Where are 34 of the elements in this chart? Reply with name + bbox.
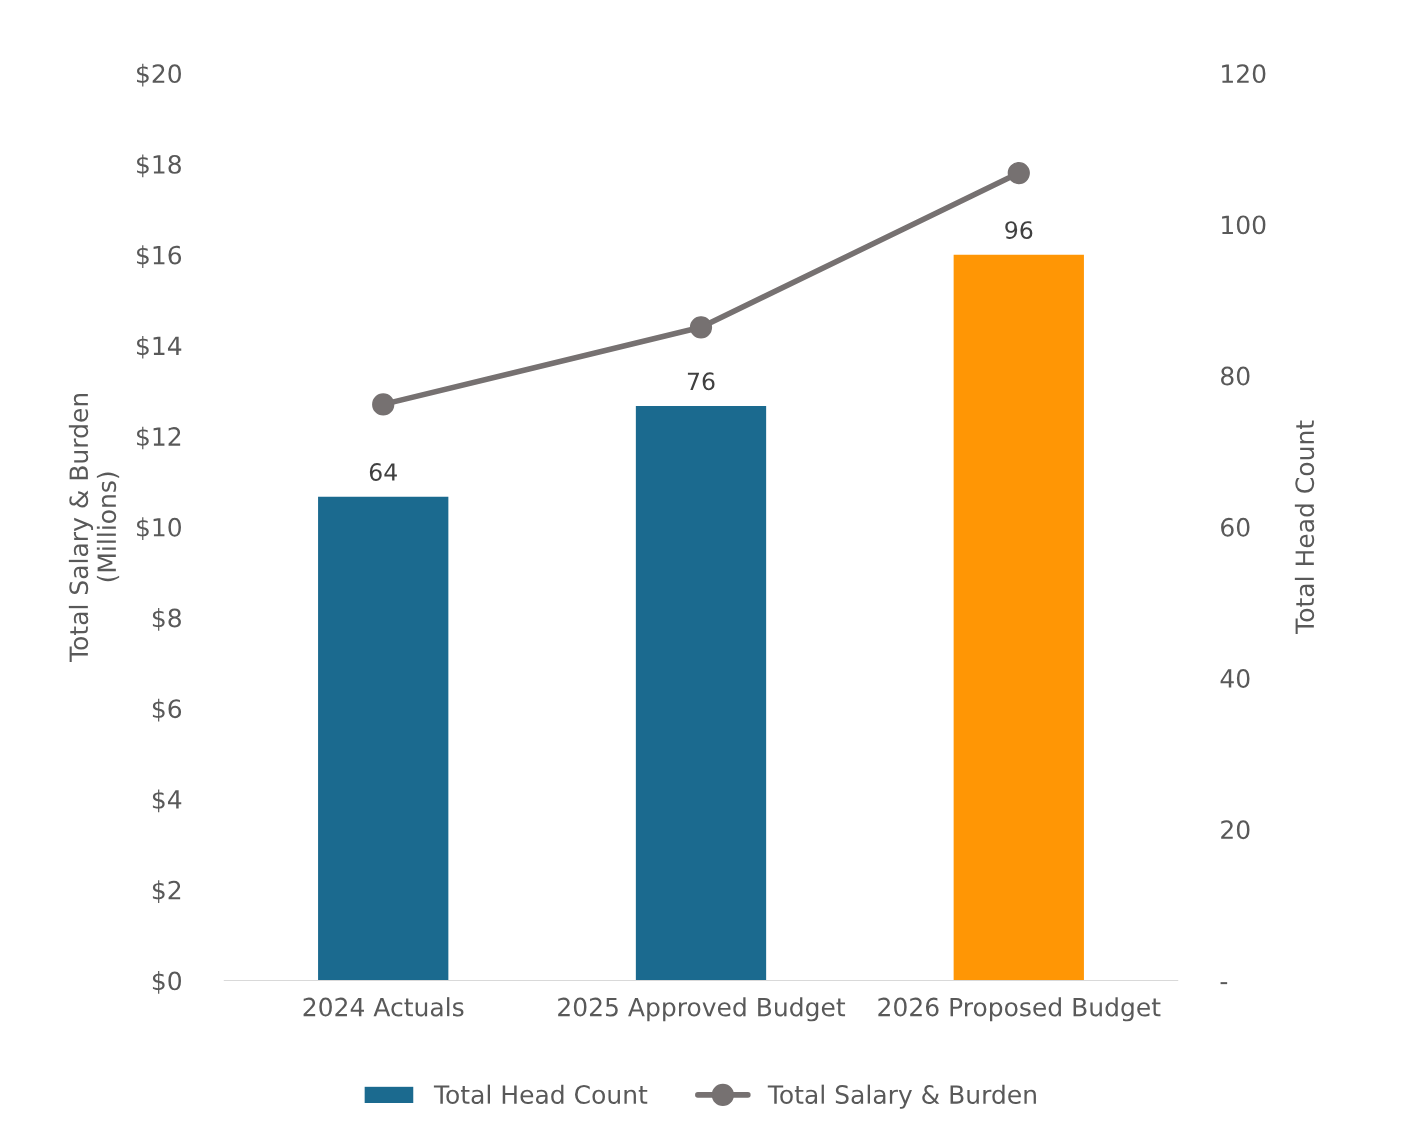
x-tick-label: 2025 Approved Budget bbox=[558, 997, 846, 1022]
y-tick-label: $12 bbox=[137, 426, 181, 450]
y2-tick-label: - bbox=[1220, 982, 1228, 985]
y2-tick-label: 20 bbox=[1221, 820, 1250, 840]
y-axis-title: Total Salary & Burden (Millions) bbox=[68, 393, 120, 663]
x-tick-label: 2026 Proposed Budget bbox=[878, 997, 1161, 1022]
data-label: 76 bbox=[687, 372, 715, 391]
point bbox=[1007, 161, 1030, 185]
y-tick-label: $18 bbox=[137, 154, 181, 178]
y2-tick-label: 120 bbox=[1222, 64, 1266, 84]
y2-tick-label: 40 bbox=[1220, 669, 1250, 688]
legend-label: Total Salary & Burden bbox=[767, 1084, 1036, 1109]
legend-label: Total Head Count bbox=[433, 1084, 648, 1104]
y-tick-label: $14 bbox=[137, 335, 182, 359]
y-tick-label: $20 bbox=[137, 63, 181, 87]
y-tick-label: $16 bbox=[137, 245, 182, 268]
point bbox=[689, 316, 713, 339]
y-tick-label: $4 bbox=[152, 789, 182, 813]
y-tick-label: $2 bbox=[152, 880, 181, 903]
bar bbox=[635, 405, 767, 981]
y-tick-label: $6 bbox=[152, 698, 182, 722]
y2-tick-label: 80 bbox=[1221, 366, 1250, 386]
data-label: 96 bbox=[1005, 221, 1033, 240]
bar bbox=[953, 254, 1084, 981]
x-tick-label: 2024 Actuals bbox=[303, 997, 464, 1017]
y2-axis-title: Total Head Count bbox=[1294, 420, 1315, 634]
point bbox=[372, 393, 395, 416]
bar bbox=[318, 496, 449, 981]
data-label: 64 bbox=[369, 463, 397, 481]
y2-tick-label: 100 bbox=[1222, 215, 1266, 235]
y-tick-label: $8 bbox=[152, 608, 181, 631]
y-tick-label: $10 bbox=[137, 517, 181, 541]
y-tick-label: $0 bbox=[152, 970, 181, 994]
y2-tick-label: 60 bbox=[1221, 517, 1250, 537]
